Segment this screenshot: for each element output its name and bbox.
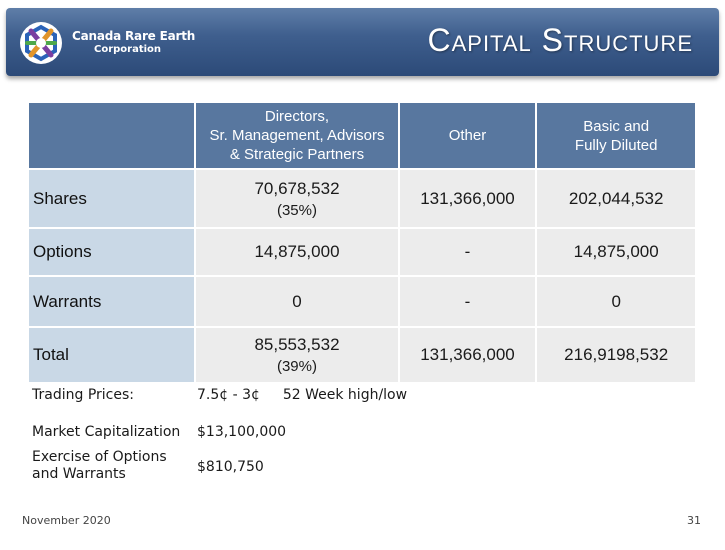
cell-directors-percent: (39%) [276,358,317,375]
row-label-warrants: Warrants [26,275,197,328]
cell-directors: 70,678,532 (35%) [194,168,400,229]
trading-prices-label: Trading Prices: [32,387,134,403]
header-band: Canada Rare Earth Corporation Capital St… [6,8,719,76]
exercise-value: $810,750 [197,459,264,475]
table-row: Options 14,875,000 - 14,875,000 [26,227,697,277]
exercise-label-line1: Exercise of Options [32,449,167,465]
row-label-total: Total [26,326,197,384]
cell-other: - [397,227,538,277]
company-name-line2: Corporation [94,44,162,55]
cell-directors-percent: (35%) [276,201,317,219]
capital-structure-table: Directors, Sr. Management, Advisors & St… [26,101,697,384]
cell-total: 0 [535,275,697,328]
cell-directors: 85,553,532 (39%) [194,326,400,384]
page-number: 31 [687,514,701,527]
column-header-basic-diluted: Basic and Fully Diluted [535,101,697,170]
column-header-basic-line1: Basic and [583,117,650,135]
company-name-line1: Canada Rare Earth [72,29,196,43]
row-label-options: Options [26,227,197,277]
table-row: Total 85,553,532 (39%) 131,366,000 216,9… [26,326,697,384]
cell-directors-value: 70,678,532 [254,178,340,198]
cell-total: 216,9198,532 [535,326,697,384]
column-header-directors: Directors, Sr. Management, Advisors & St… [194,101,400,170]
trading-range: 7.5¢ - 3¢ [197,387,260,403]
cell-other: - [397,275,538,328]
row-label-shares: Shares [26,168,197,229]
cell-directors-value: 85,553,532 [254,335,340,354]
cell-other: 131,366,000 [397,168,538,229]
column-header-blank [26,101,197,170]
column-header-directors-line3: & Strategic Partners [229,146,365,163]
exercise-label-line2: and Warrants [32,466,126,482]
market-cap-value: $13,100,000 [197,424,287,440]
company-name: Canada Rare Earth Corporation [72,30,195,56]
footer-date: November 2020 [22,514,111,527]
column-header-directors-line1: Directors, [264,108,330,125]
cell-total: 202,044,532 [535,168,697,229]
interlocked-hexagon-logo-icon [20,22,62,64]
table-row: Warrants 0 - 0 [26,275,697,328]
cell-total: 14,875,000 [535,227,697,277]
trading-prices-value: 7.5¢ - 3¢ 52 Week high/low [197,387,407,403]
column-header-other: Other [397,101,538,170]
page-title: Capital Structure [427,22,693,58]
column-header-directors-line2: Sr. Management, Advisors [209,127,385,144]
table-row: Shares 70,678,532 (35%) 131,366,000 202,… [26,168,697,229]
column-header-basic-line2: Fully Diluted [574,136,658,154]
cell-other: 131,366,000 [397,326,538,384]
trading-note: 52 Week high/low [282,387,408,403]
table-header-row: Directors, Sr. Management, Advisors & St… [26,101,697,170]
cell-directors: 14,875,000 [194,227,400,277]
market-cap-label: Market Capitalization [32,424,181,440]
exercise-label: Exercise of Options and Warrants [32,449,167,483]
cell-directors: 0 [194,275,400,328]
